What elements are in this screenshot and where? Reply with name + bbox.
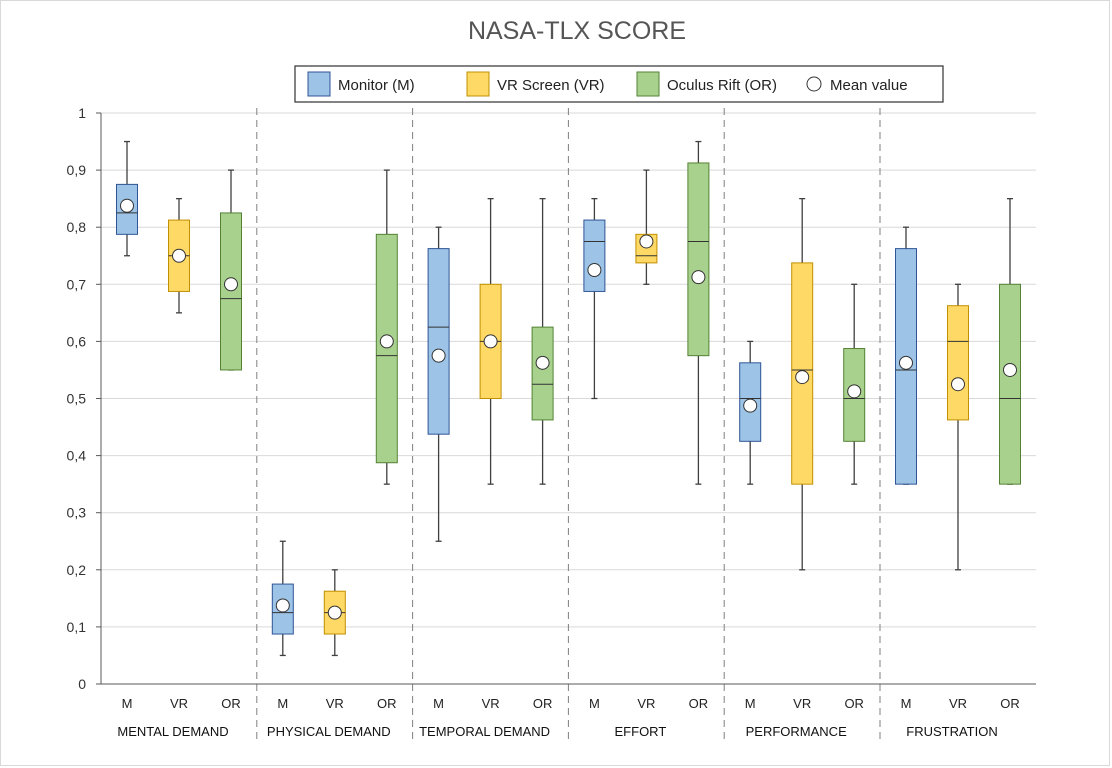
box-or bbox=[999, 197, 1021, 485]
category-label: VR bbox=[326, 696, 344, 711]
box-iqr bbox=[427, 248, 450, 435]
mean-marker bbox=[275, 598, 290, 613]
legend-swatch bbox=[307, 71, 331, 97]
box-iqr bbox=[947, 305, 969, 421]
group-label: EFFORT bbox=[615, 724, 667, 739]
legend-mean-marker bbox=[806, 76, 822, 92]
box-vr bbox=[323, 569, 346, 657]
category-label: OR bbox=[1000, 696, 1020, 711]
y-tick-label: 0,6 bbox=[67, 333, 87, 349]
mean-marker bbox=[587, 263, 602, 278]
legend-swatch bbox=[636, 71, 660, 97]
category-label: M bbox=[277, 696, 288, 711]
category-label: OR bbox=[377, 696, 397, 711]
box-vr bbox=[168, 197, 190, 314]
category-label: VR bbox=[170, 696, 188, 711]
box-or bbox=[687, 140, 710, 485]
legend-label: VR Screen (VR) bbox=[497, 77, 605, 94]
axes bbox=[96, 112, 1036, 685]
mean-marker bbox=[483, 334, 498, 349]
box-vr bbox=[479, 197, 502, 485]
y-tick-label: 0,4 bbox=[67, 448, 87, 464]
legend: Monitor (M) VR Screen (VR) Oculus Rift (OR… bbox=[294, 65, 944, 103]
mean-marker bbox=[743, 398, 758, 413]
group-separators bbox=[256, 108, 881, 742]
mean-marker bbox=[120, 198, 134, 213]
category-label: OR bbox=[844, 696, 864, 711]
box-or bbox=[220, 169, 242, 371]
y-tick-label: 0,7 bbox=[67, 276, 87, 292]
mean-marker bbox=[431, 348, 446, 363]
mean-marker bbox=[535, 355, 550, 370]
category-label: OR bbox=[689, 696, 709, 711]
group-label: MENTAL DEMAND bbox=[117, 724, 228, 739]
mean-marker bbox=[847, 384, 862, 399]
y-tick-label: 0,1 bbox=[67, 619, 87, 635]
legend-label: Mean value bbox=[830, 77, 908, 94]
mean-marker bbox=[379, 334, 394, 349]
category-label: M bbox=[745, 696, 756, 711]
category-label: VR bbox=[482, 696, 500, 711]
box-iqr bbox=[220, 212, 242, 371]
category-label: VR bbox=[793, 696, 811, 711]
box-m bbox=[427, 226, 450, 542]
y-tick-label: 0,9 bbox=[67, 162, 87, 178]
group-label: PERFORMANCE bbox=[746, 724, 847, 739]
category-label: OR bbox=[533, 696, 553, 711]
box-m bbox=[739, 340, 762, 485]
y-tick-label: 0,3 bbox=[67, 505, 87, 521]
group-label: PHYSICAL DEMAND bbox=[267, 724, 391, 739]
y-tick-label: 0 bbox=[78, 676, 86, 692]
legend-swatch bbox=[466, 71, 490, 97]
box-m bbox=[583, 197, 606, 400]
box-iqr bbox=[687, 162, 710, 357]
category-label: M bbox=[589, 696, 600, 711]
box-iqr bbox=[531, 326, 554, 421]
category-label: VR bbox=[949, 696, 967, 711]
box-vr bbox=[947, 283, 969, 571]
category-label: M bbox=[433, 696, 444, 711]
group-label: FRUSTRATION bbox=[906, 724, 997, 739]
mean-marker bbox=[172, 248, 186, 263]
axis-labels: 0 0,1 0,2 0,3 0,4 0,5 0,6 0,7 0,8 0,9 1 MENTAL DEMA… bbox=[67, 105, 1020, 739]
box-m bbox=[116, 140, 138, 257]
mean-marker bbox=[691, 270, 706, 285]
mean-marker bbox=[327, 605, 342, 620]
mean-marker bbox=[1003, 362, 1017, 377]
legend-label: Monitor (M) bbox=[338, 77, 415, 94]
box-m bbox=[271, 540, 294, 657]
category-label: M bbox=[901, 696, 912, 711]
boxes bbox=[116, 140, 1021, 657]
chart-title: NASA-TLX SCORE bbox=[468, 17, 686, 45]
box-iqr bbox=[375, 233, 398, 464]
mean-marker bbox=[639, 234, 654, 249]
group-label: TEMPORAL DEMAND bbox=[419, 724, 550, 739]
box-iqr bbox=[999, 283, 1021, 485]
box-or bbox=[375, 169, 398, 485]
mean-marker bbox=[951, 377, 965, 392]
y-tick-label: 0,2 bbox=[67, 562, 87, 578]
box-or bbox=[531, 197, 554, 485]
box-vr bbox=[791, 197, 814, 571]
category-label: OR bbox=[221, 696, 241, 711]
category-label: M bbox=[122, 696, 133, 711]
legend-label: Oculus Rift (OR) bbox=[667, 77, 777, 94]
box-m bbox=[895, 226, 917, 485]
y-tick-label: 0,5 bbox=[67, 391, 87, 407]
box-iqr bbox=[583, 219, 606, 292]
mean-marker bbox=[795, 370, 810, 385]
mean-marker bbox=[224, 277, 238, 292]
category-label: VR bbox=[637, 696, 655, 711]
box-vr bbox=[635, 169, 658, 285]
box-or bbox=[843, 283, 866, 485]
mean-marker bbox=[899, 355, 913, 370]
legend-box bbox=[294, 65, 944, 103]
y-tick-label: 0,8 bbox=[67, 219, 87, 235]
y-tick-label: 1 bbox=[78, 105, 86, 121]
